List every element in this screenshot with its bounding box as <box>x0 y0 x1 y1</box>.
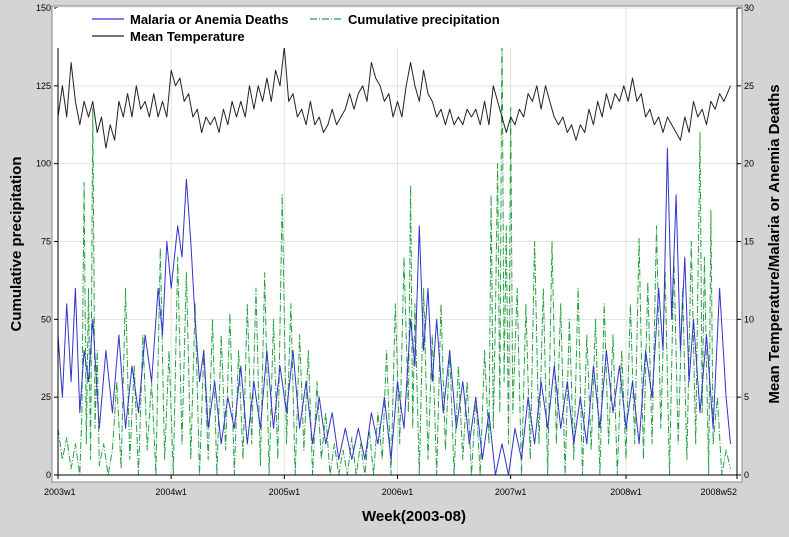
legend: Malaria or Anemia Deaths Cumulative prec… <box>56 8 522 48</box>
y-tick-label-left: 75 <box>41 237 51 247</box>
y-tick-label-right: 20 <box>744 159 754 169</box>
y-tick-label-right: 25 <box>744 81 754 91</box>
y-tick-label-left: 125 <box>36 81 51 91</box>
y-tick-label-right: 30 <box>744 3 754 13</box>
series-line-deaths <box>57 147 731 476</box>
x-tick-label: 2005w1 <box>269 487 301 497</box>
y-tick-label-right: 15 <box>744 237 754 247</box>
x-tick-label: 2008w52 <box>700 487 737 497</box>
x-tick-label: 2004w1 <box>155 487 187 497</box>
y-tick-label-right: 5 <box>744 392 749 402</box>
legend-label-precipitation: Cumulative precipitation <box>348 12 500 27</box>
x-tick-label: 2003w1 <box>44 487 76 497</box>
x-axis-title: Week(2003-08) <box>362 508 466 525</box>
legend-label-deaths: Malaria or Anemia Deaths <box>130 12 288 27</box>
legend-label-temperature: Mean Temperature <box>130 29 245 44</box>
y-tick-label-left: 0 <box>46 470 51 480</box>
x-tick-label: 2008w1 <box>610 487 642 497</box>
y-tick-label-right: 10 <box>744 314 754 324</box>
y-tick-label-left: 25 <box>41 392 51 402</box>
x-tick-label: 2006w1 <box>382 487 414 497</box>
legend-background <box>56 8 522 48</box>
y-axis-title-left: Cumulative precipitation <box>8 156 25 331</box>
y-tick-label-left: 100 <box>36 159 51 169</box>
series-line-temperature <box>57 46 731 149</box>
y-axis-title-right: Mean Temperature/Malaria or Anemia Death… <box>766 84 783 403</box>
y-tick-label-left: 50 <box>41 314 51 324</box>
y-tick-label-left: 150 <box>36 3 51 13</box>
y-tick-label-right: 0 <box>744 470 749 480</box>
x-tick-label: 2007w1 <box>495 487 527 497</box>
axes: 0 25 50 75 100 125 150 0 5 10 15 20 25 30 2003w1 2004w1… <box>36 3 754 497</box>
